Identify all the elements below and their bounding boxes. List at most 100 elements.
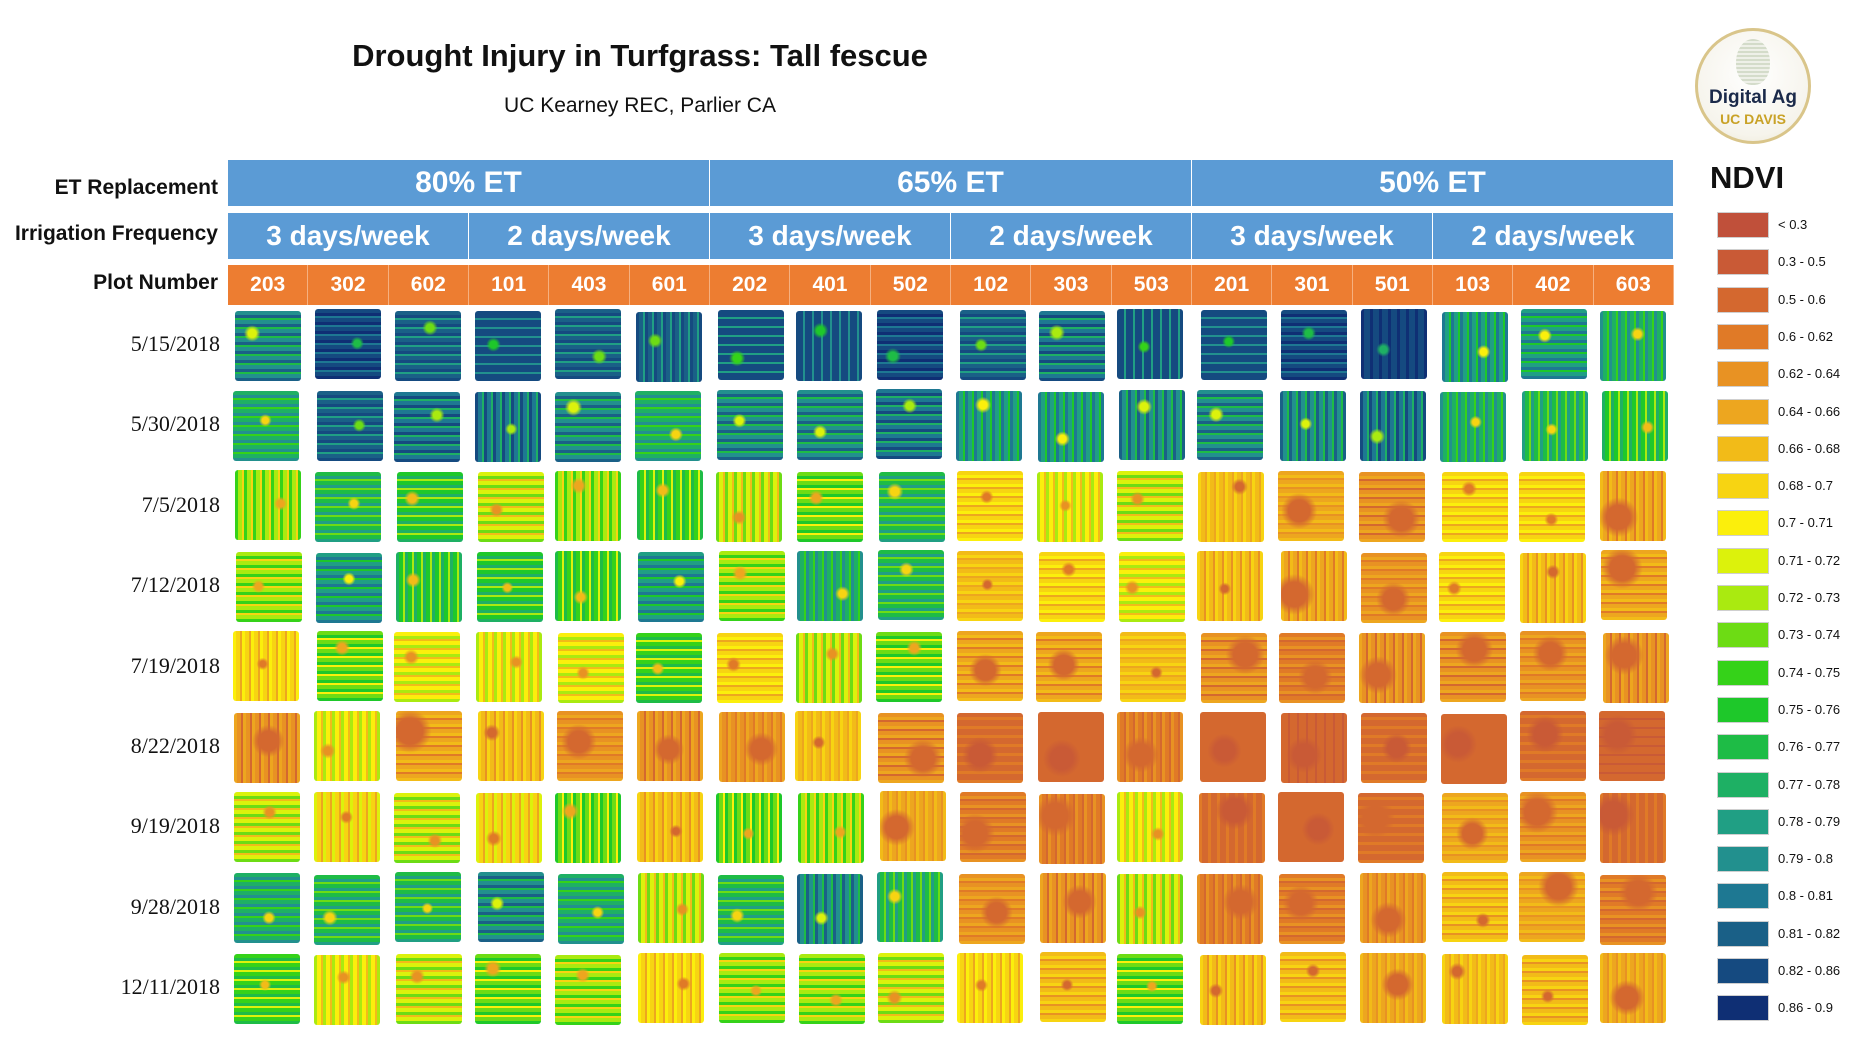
ndvi-tile	[957, 550, 1024, 621]
legend-label: 0.5 - 0.6	[1778, 291, 1826, 307]
ndvi-tile	[1518, 472, 1585, 542]
ndvi-tile	[394, 311, 461, 382]
ndvi-tile	[717, 874, 784, 945]
ndvi-tile	[234, 470, 301, 540]
ndvi-tile	[316, 553, 383, 624]
frequency-header-5: 2 days/week	[1432, 213, 1674, 259]
ndvi-tile	[796, 390, 863, 461]
ndvi-tile	[1197, 472, 1264, 542]
ndvi-tile	[795, 711, 862, 782]
ndvi-tile	[233, 390, 299, 461]
ndvi-tile	[1599, 793, 1666, 864]
date-label: 8/22/2018	[130, 733, 220, 758]
ndvi-tile	[717, 309, 784, 380]
leaf-icon	[1736, 39, 1770, 85]
ndvi-tile	[555, 309, 621, 380]
ndvi-tile	[718, 551, 785, 622]
legend-swatch	[1717, 473, 1769, 500]
ndvi-tile	[314, 791, 380, 862]
date-label: 5/15/2018	[130, 331, 220, 356]
legend-label: 0.74 - 0.75	[1778, 664, 1841, 680]
ndvi-tile	[1441, 871, 1508, 942]
ndvi-tile	[637, 792, 704, 862]
ndvi-tile	[1279, 390, 1346, 461]
ndvi-tile	[475, 631, 542, 702]
ndvi-tile	[1441, 953, 1508, 1024]
ndvi-tile	[1036, 472, 1103, 542]
ndvi-tile	[796, 632, 863, 703]
legend-label: 0.68 - 0.7	[1778, 478, 1833, 494]
ndvi-tile	[477, 872, 544, 943]
ndvi-tile	[1360, 309, 1427, 380]
et-header-2: 50% ET	[1191, 160, 1674, 206]
ndvi-tile	[635, 632, 702, 703]
ndvi-tile	[1361, 552, 1427, 623]
ndvi-tile	[1360, 952, 1427, 1023]
plot-number-601: 601	[630, 265, 710, 305]
chart-title: Drought Injury in Turfgrass: Tall fescue	[352, 38, 928, 73]
legend-label: 0.66 - 0.68	[1778, 440, 1841, 456]
ndvi-tile	[394, 631, 461, 702]
ndvi-tile	[1359, 633, 1426, 703]
et-header-1: 65% ET	[709, 160, 1192, 206]
ndvi-tile	[1602, 391, 1669, 461]
ndvi-tile	[234, 791, 301, 862]
ndvi-tile	[1441, 714, 1508, 784]
ndvi-tile	[715, 472, 782, 542]
date-label: 7/5/2018	[141, 491, 220, 517]
ndvi-tile	[956, 390, 1023, 461]
legend-swatch	[1717, 212, 1769, 238]
legend-label: 0.78 - 0.79	[1778, 813, 1841, 829]
ndvi-tile	[1117, 471, 1183, 541]
legend-swatch	[1717, 547, 1769, 574]
legend-swatch	[1717, 286, 1769, 313]
ndvi-tile	[555, 391, 622, 462]
plot-number-503: 503	[1112, 265, 1192, 305]
ndvi-tile	[1197, 389, 1264, 460]
frequency-header-3: 2 days/week	[950, 213, 1192, 259]
plot-number-403: 403	[549, 265, 630, 305]
ndvi-tile	[235, 310, 301, 381]
ndvi-tile	[313, 954, 380, 1025]
legend-swatch	[1717, 249, 1769, 276]
ndvi-tile	[798, 954, 865, 1025]
legend-swatch	[1717, 920, 1769, 947]
logo-text-main: Digital Ag	[1709, 87, 1797, 108]
ndvi-tile	[474, 311, 541, 381]
ndvi-tile	[878, 713, 944, 784]
ndvi-tile	[234, 873, 301, 943]
ndvi-tile	[317, 390, 384, 461]
ndvi-tile	[1200, 633, 1267, 703]
ndvi-tile	[636, 469, 703, 540]
ndvi-tile	[478, 711, 544, 781]
ndvi-tile	[637, 872, 704, 943]
legend-label: 0.76 - 0.77	[1778, 739, 1841, 755]
ndvi-tile	[476, 793, 542, 864]
ndvi-tile	[1117, 953, 1184, 1024]
ndvi-tile	[1600, 311, 1667, 382]
ndvi-tile	[796, 310, 863, 381]
legend-swatch	[1717, 323, 1769, 350]
legend-label: 0.3 - 0.5	[1778, 254, 1826, 270]
ndvi-tile	[396, 953, 463, 1024]
ndvi-tile	[555, 792, 622, 863]
legend-swatch	[1717, 883, 1769, 910]
ndvi-tile	[717, 389, 783, 460]
ndvi-tile	[234, 713, 300, 784]
plot-number-103: 103	[1433, 265, 1514, 305]
plot-number-501: 501	[1353, 265, 1433, 305]
legend-label: 0.79 - 0.8	[1778, 851, 1833, 867]
legend-label: < 0.3	[1778, 217, 1808, 232]
legend-swatch	[1717, 585, 1769, 611]
legend-swatch	[1717, 510, 1769, 537]
ndvi-tile	[1197, 874, 1264, 945]
legend-swatch	[1717, 846, 1769, 873]
ndvi-tile	[637, 953, 704, 1023]
ndvi-tile	[1197, 551, 1264, 622]
ndvi-tile	[396, 711, 463, 781]
ndvi-tile	[957, 952, 1024, 1023]
date-label: 9/28/2018	[130, 893, 220, 919]
ndvi-tile	[1116, 711, 1183, 782]
ndvi-tile	[876, 389, 943, 460]
legend-label: 0.72 - 0.73	[1778, 590, 1841, 605]
